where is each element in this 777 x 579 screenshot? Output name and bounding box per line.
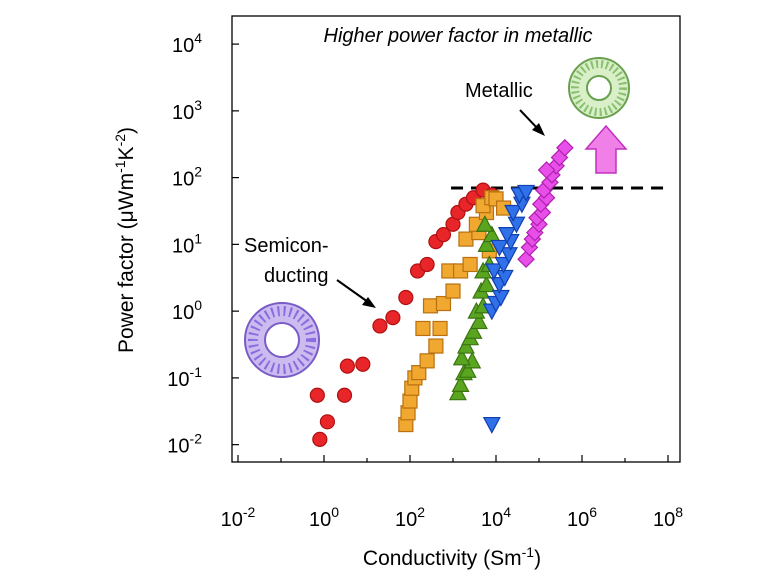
data-point-triangle-down: [507, 216, 526, 234]
data-point-diamond: [517, 250, 535, 269]
axis-ticks: [232, 43, 669, 462]
semiconducting-nanotube-icon: [244, 302, 320, 378]
data-point-circle: [336, 387, 353, 403]
data-point-circle: [319, 414, 336, 430]
y-tick-label: 103: [172, 97, 202, 124]
x-tick-label: 108: [653, 504, 683, 531]
data-point-triangle-down: [517, 184, 536, 202]
data-point-triangle-up: [448, 383, 467, 401]
data-point-diamond: [556, 138, 574, 157]
data-point-triangle-up: [458, 361, 477, 378]
x-tick-label: 102: [395, 504, 425, 531]
data-point-triangle-down: [497, 227, 516, 244]
data-point-square: [462, 256, 478, 273]
data-point-triangle-up: [451, 375, 470, 392]
data-point-triangle-down: [490, 239, 509, 257]
data-point-triangle-down: [482, 416, 501, 434]
data-point-square: [428, 338, 444, 354]
data-point-square: [402, 393, 418, 409]
data-point-triangle-down: [485, 263, 504, 281]
data-point-triangle-down: [499, 247, 518, 264]
y-axis-label: Power factor (μWm-1K-2): [112, 127, 138, 353]
metallic-nanotube-icon: [568, 57, 630, 119]
metallic-arrow: [519, 109, 545, 136]
data-point-square: [415, 320, 431, 337]
data-point-square: [432, 320, 448, 337]
data-point-diamond: [537, 161, 556, 179]
plot-frame: [231, 15, 681, 463]
x-tick-label: 106: [567, 504, 597, 531]
data-point-triangle-up: [464, 321, 483, 339]
data-point-triangle-up: [477, 275, 496, 293]
x-axis-label: Conductivity (Sm-1): [363, 544, 541, 570]
data-point-circle: [339, 358, 355, 374]
metallic-annotation: Metallic: [465, 80, 533, 102]
data-points: [309, 138, 574, 447]
data-point-square: [445, 283, 461, 299]
data-point-triangle-up: [452, 348, 471, 366]
y-tick-label: 102: [172, 164, 202, 191]
data-point-circle: [355, 356, 371, 372]
chart-title: Higher power factor in metallic: [324, 25, 593, 47]
data-point-square: [411, 365, 427, 381]
x-tick-label: 100: [309, 504, 339, 531]
data-point-triangle-down: [504, 204, 523, 222]
data-point-triangle-up: [469, 312, 488, 330]
data-point-square: [435, 295, 452, 312]
data-point-square: [419, 353, 435, 369]
data-point-circle: [312, 431, 328, 447]
data-point-circle: [372, 318, 388, 334]
y-tick-label: 100: [172, 297, 202, 324]
y-tick-label: 101: [172, 230, 202, 257]
data-point-triangle-up: [477, 235, 496, 252]
x-tick-label: 10-2: [221, 504, 256, 531]
data-point-square: [422, 298, 439, 314]
semiconducting-annotation: Semicon- ducting: [244, 235, 334, 287]
data-point-circle: [419, 256, 435, 273]
y-tick-label: 104: [172, 30, 202, 57]
pink-up-arrow-icon: [584, 124, 628, 174]
data-point-circle: [385, 310, 401, 326]
data-point-square: [458, 231, 474, 247]
x-tick-label: 104: [481, 504, 511, 531]
data-point-circle: [309, 387, 325, 403]
data-point-circle: [398, 289, 414, 306]
data-point-circle: [435, 227, 452, 243]
y-tick-label: 10-1: [167, 364, 202, 391]
axis-tick-labels: 10-2 100 102 104 106 108 10-2 10-1 100 101 102 103 1…: [167, 30, 683, 531]
data-point-triangle-up: [456, 336, 475, 354]
semiconducting-arrow: [336, 279, 376, 308]
y-tick-label: 10-2: [167, 431, 202, 458]
data-point-triangle-up: [475, 215, 494, 232]
